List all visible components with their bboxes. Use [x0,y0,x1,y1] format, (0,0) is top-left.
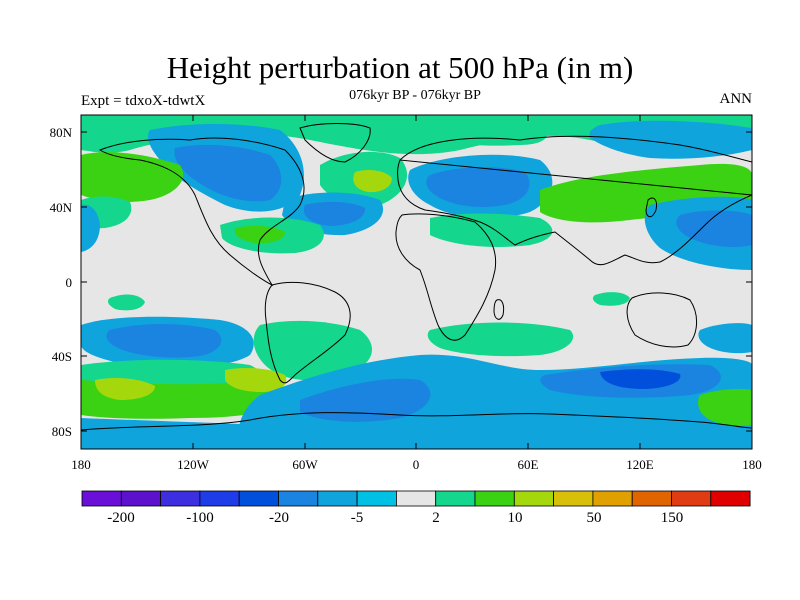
colorbar-swatch [592,490,633,507]
colorbar-swatch [513,490,554,507]
contour-region [303,201,366,226]
contour-region [589,120,752,159]
contour-region [430,213,553,247]
contour-region [676,210,752,247]
lon-tick-label: 0 [413,457,420,472]
contour-region [698,323,752,354]
contour-fills [81,115,752,449]
lon-tick-label: 60W [292,457,318,472]
contour-region [698,388,752,426]
experiment-label: Expt = tdxoX-tdwtX [81,93,206,109]
colorbar-swatch [81,490,122,507]
lat-tick-label: 80S [52,424,72,439]
coastline-europe-asia [397,135,752,266]
colorbar-label: -5 [351,510,364,526]
contour-region [225,367,287,392]
contour-region [95,378,155,400]
colorbar-swatch [278,490,319,507]
colorbar [81,490,751,507]
lon-tick-label: 120E [626,457,654,472]
contour-region [81,204,100,252]
contour-region [426,167,530,207]
lon-tick-label: 60E [518,457,539,472]
colorbar-swatch [317,490,358,507]
lat-tick-label: 40N [50,200,73,215]
contour-region [592,292,630,306]
colorbar-swatch [120,490,162,507]
colorbar-label: -100 [186,510,214,526]
contour-region [81,418,240,449]
plot-title: Height perturbation at 500 hPa (in m) [166,50,634,85]
contour-region [174,144,282,202]
contour-region [253,320,372,381]
colorbar-label: 2 [432,510,440,526]
colorbar-swatch [199,490,240,507]
colorbar-label: -200 [107,510,135,526]
lon-tick-marks [80,115,753,449]
contour-region [107,294,145,311]
colorbar-swatch [356,490,397,507]
colorbar-swatch [160,490,201,507]
contour-region [300,378,431,422]
lon-tick-label: 180 [71,457,91,472]
coastline-antarctica [81,412,752,431]
colorbar-label: 50 [587,510,602,526]
colorbar-swatch [238,490,279,507]
lon-tick-label: 180 [742,457,762,472]
colorbar-swatch [395,490,437,507]
contour-region [353,170,392,193]
coastline-australia [626,292,697,348]
lat-tick-label: 80N [50,125,73,140]
contour-region [427,322,574,357]
colorbar-swatch [435,490,476,507]
contour-region [81,359,260,385]
coastline-madagascar [493,299,505,320]
lon-tick-label: 120W [177,457,210,472]
colorbar-swatch [474,490,515,507]
colorbar-swatch [671,490,712,507]
lat-tick-label: 40S [52,349,72,364]
colorbar-swatch [710,490,751,507]
colorbar-label: 10 [508,510,523,526]
lat-tick-label: 0 [66,275,73,290]
season-label: ANN [719,91,753,107]
coastline-africa [395,213,497,341]
coastline-japan [645,197,657,218]
coastline-south-america [264,281,351,384]
contour-region [106,324,222,358]
colorbar-label: 150 [661,510,684,526]
lat-tick-marks [81,131,752,432]
contour-region [600,369,681,389]
coastlines [81,123,752,431]
coastline-north-america [98,137,305,287]
plot-subtitle: 076kyr BP - 076kyr BP [349,88,481,103]
colorbar-label: -20 [269,510,289,526]
colorbar-swatch [631,490,672,507]
colorbar-swatch [553,490,594,507]
contour-region [234,225,285,244]
coastline-greenland [299,123,371,163]
